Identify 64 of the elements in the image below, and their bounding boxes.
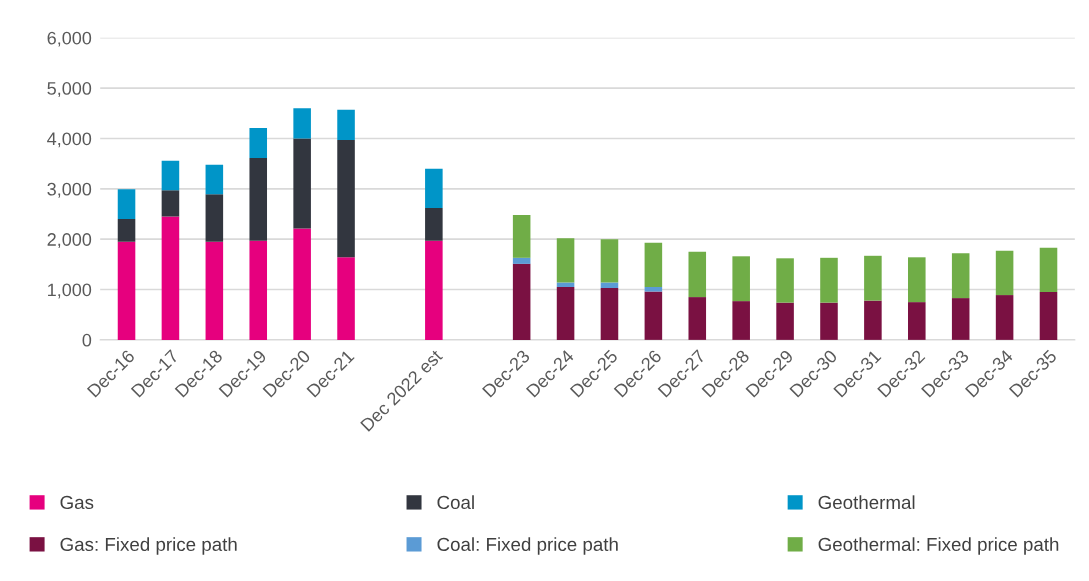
bar <box>556 287 575 340</box>
bar <box>995 250 1014 296</box>
bar <box>117 241 136 340</box>
bar <box>512 215 531 258</box>
y-tick-label: 4,000 <box>47 132 92 148</box>
legend-label: Gas: Fixed price path <box>60 537 237 555</box>
y-tick-label: 0 <box>82 333 92 347</box>
bar <box>337 257 355 340</box>
bar <box>600 239 619 283</box>
bar <box>776 258 794 303</box>
bar <box>161 216 180 340</box>
bar <box>776 302 794 340</box>
bar <box>556 238 575 283</box>
legend-label: Gas <box>60 495 94 510</box>
bar <box>864 255 882 301</box>
legend-label: Coal: Fixed price path <box>437 537 618 555</box>
bar <box>205 194 224 242</box>
bar <box>1039 292 1058 340</box>
bar <box>117 219 136 242</box>
bar <box>425 240 443 340</box>
bar <box>688 297 707 340</box>
bar <box>249 127 268 159</box>
bar <box>732 256 750 302</box>
bar <box>600 288 619 340</box>
bar <box>293 228 311 340</box>
legend-label: Coal <box>437 495 474 510</box>
bar <box>951 298 970 340</box>
bar <box>337 109 355 140</box>
legend-label: Geothermal: Fixed price path <box>818 537 1059 555</box>
bar <box>117 189 136 220</box>
bar <box>161 190 180 217</box>
bar <box>512 257 531 264</box>
bar <box>205 241 224 340</box>
bar <box>293 138 311 229</box>
bar <box>425 207 443 241</box>
bar <box>161 160 180 191</box>
bar <box>732 301 750 340</box>
bar <box>644 287 663 292</box>
y-tick-label: 3,000 <box>47 182 92 198</box>
bar <box>951 253 970 299</box>
bar <box>820 302 838 340</box>
bar <box>556 282 575 288</box>
bar <box>820 257 838 303</box>
bar <box>249 240 268 340</box>
y-tick-label: 2,000 <box>47 233 92 249</box>
bar <box>249 158 268 241</box>
bar <box>995 295 1014 340</box>
y-tick-label: 6,000 <box>47 31 92 47</box>
bar <box>688 251 707 298</box>
bar <box>1039 247 1058 293</box>
y-tick-label: 1,000 <box>48 283 92 299</box>
bar <box>908 257 926 303</box>
legend-label: Geothermal <box>818 495 915 510</box>
bar <box>908 302 926 340</box>
bar <box>644 291 663 340</box>
bar <box>512 263 531 340</box>
bar <box>644 242 663 288</box>
y-tick-label: 5,000 <box>47 82 92 97</box>
bar <box>425 168 443 208</box>
bar <box>337 139 355 258</box>
bar <box>600 282 619 289</box>
bar <box>864 300 882 340</box>
bar <box>293 108 311 139</box>
bar <box>205 164 224 195</box>
